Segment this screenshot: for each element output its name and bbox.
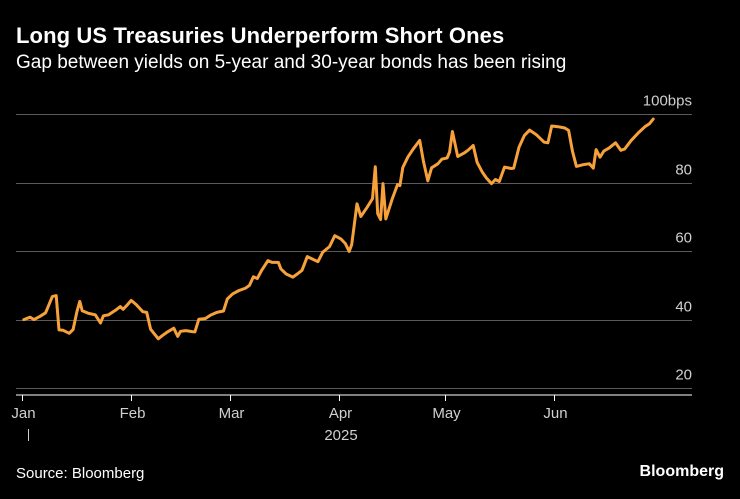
x-tick-label: Jan [11,405,35,422]
y-tick-label: 100bps [643,93,692,110]
source-note: Source: Bloomberg [16,465,145,482]
y-axis-labels: 100bps 80 60 40 20 [643,93,692,384]
y-tick-label: 40 [675,299,692,316]
series-line [22,117,655,341]
y-tick-label: 20 [675,367,692,384]
y-tick-label: 80 [675,162,692,179]
x-tick-label: Jun [543,405,567,422]
x-tick-label: Feb [120,405,146,422]
gridlines [16,114,692,389]
x-axis-ticks: Jan Feb Mar Apr May Jun [11,395,568,422]
brand-logo: Bloomberg [639,463,724,480]
y-tick-label: 60 [675,230,692,247]
series-group [22,117,655,341]
x-tick-label: May [432,405,461,422]
x-axis-year-label: 2025 [324,427,357,444]
chart-title: Long US Treasuries Underperform Short On… [16,23,505,48]
chart-subtitle: Gap between yields on 5-year and 30-year… [16,52,567,73]
x-tick-label: Apr [329,405,352,422]
x-tick-label: Mar [219,405,245,422]
